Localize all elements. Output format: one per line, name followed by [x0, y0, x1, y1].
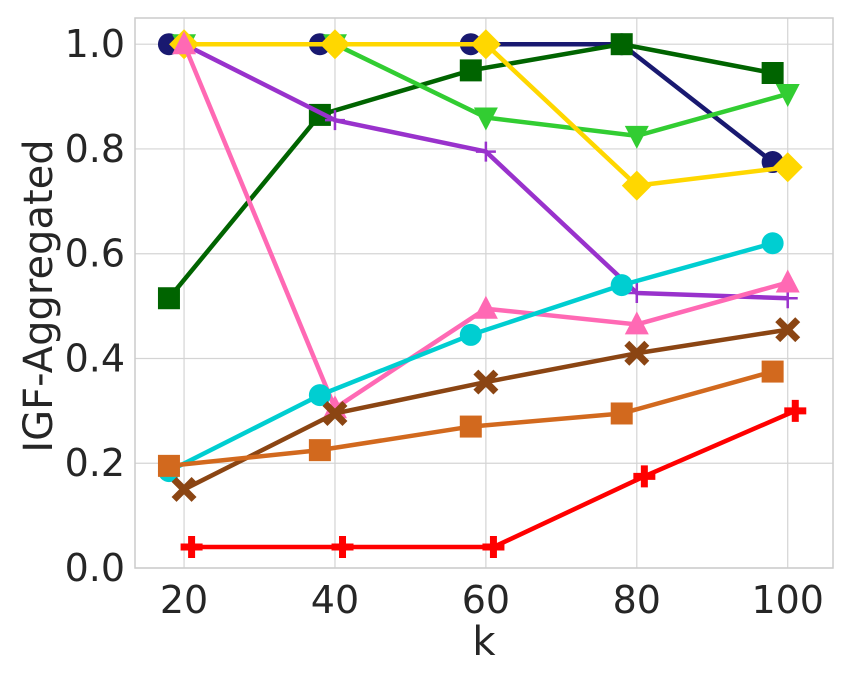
y-tick-label: 0.2	[65, 441, 125, 485]
data-point	[624, 311, 649, 335]
x-tick-label: 40	[311, 578, 359, 622]
data-point	[459, 59, 482, 82]
data-point	[172, 31, 197, 55]
data-point	[473, 295, 498, 319]
y-axis-title: IGF-Aggregated	[16, 139, 62, 452]
data-point	[308, 439, 331, 462]
data-point	[784, 399, 807, 422]
data-point	[459, 323, 482, 346]
data-point	[610, 402, 633, 425]
data-point	[621, 170, 652, 201]
data-point	[459, 415, 482, 438]
x-tick-labels: 20 40 60 80 100	[160, 578, 824, 622]
data-point	[473, 107, 498, 131]
x-tick-label: 20	[160, 578, 208, 622]
series-line	[191, 408, 797, 550]
data-point	[157, 287, 180, 310]
x-tick-label: 100	[751, 578, 824, 622]
x-axis-title: k	[472, 619, 496, 665]
data-point	[475, 141, 496, 162]
y-tick-label: 0.8	[65, 127, 125, 171]
series-group	[157, 29, 807, 559]
series-7	[157, 232, 784, 483]
data-point	[775, 269, 800, 293]
series-1	[157, 33, 784, 174]
data-point	[470, 29, 501, 60]
x-tick-label: 60	[462, 578, 510, 622]
y-tick-labels: 0.0 0.2 0.4 0.6 0.8 1.0	[65, 22, 125, 590]
y-tick-label: 0.4	[65, 336, 125, 380]
data-point	[610, 33, 633, 56]
grid-lines	[135, 18, 833, 569]
data-point	[624, 125, 649, 149]
data-point	[775, 317, 801, 343]
data-point	[322, 401, 348, 426]
data-point	[633, 465, 656, 488]
data-point	[775, 83, 800, 107]
y-tick-label: 0.0	[65, 546, 125, 590]
series-8	[171, 317, 801, 502]
series-9	[157, 360, 784, 477]
data-point	[626, 283, 647, 303]
y-tick-label: 1.0	[65, 22, 125, 66]
data-point	[319, 29, 350, 60]
series-5	[169, 29, 803, 201]
series-10	[180, 399, 807, 559]
data-point	[171, 476, 197, 502]
data-point	[482, 536, 505, 559]
data-point	[331, 536, 354, 559]
data-point	[308, 384, 331, 407]
data-point	[624, 340, 650, 366]
x-tick-label: 80	[613, 578, 661, 622]
data-point	[761, 232, 784, 255]
data-point	[772, 152, 803, 183]
data-point	[473, 369, 499, 395]
plot-frame	[134, 17, 834, 569]
data-point	[180, 536, 203, 559]
data-point	[761, 62, 784, 84]
series-6	[172, 31, 800, 419]
data-point	[324, 110, 345, 131]
data-point	[157, 454, 180, 477]
data-point	[761, 360, 784, 383]
data-point	[610, 274, 633, 297]
y-tick-label: 0.6	[65, 232, 125, 276]
